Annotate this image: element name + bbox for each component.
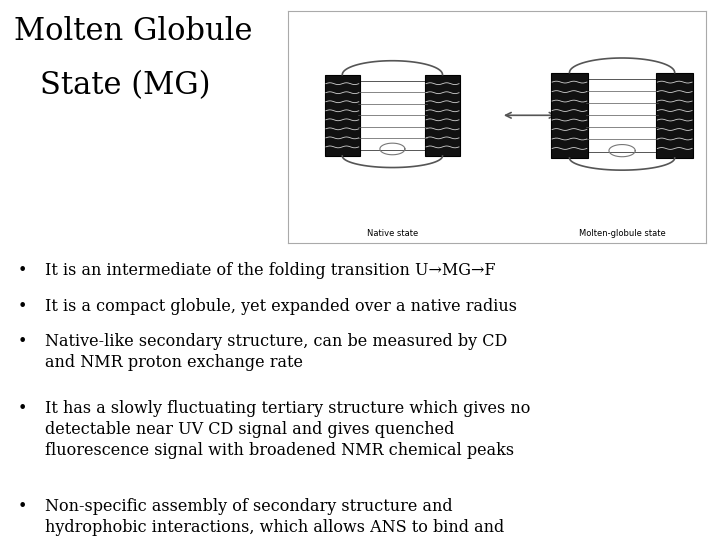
Text: Molten-globule state: Molten-globule state — [579, 229, 665, 238]
Text: Native-like secondary structure, can be measured by CD
and NMR proton exchange r: Native-like secondary structure, can be … — [45, 333, 507, 371]
Text: •: • — [18, 298, 27, 314]
Bar — [551, 72, 588, 158]
Text: State (MG): State (MG) — [40, 70, 210, 101]
Text: •: • — [18, 400, 27, 417]
Bar — [357, 81, 428, 150]
Text: •: • — [18, 333, 27, 350]
Text: Non-specific assembly of secondary structure and
hydrophobic interactions, which: Non-specific assembly of secondary struc… — [45, 498, 504, 540]
Text: Native state: Native state — [366, 229, 418, 238]
Text: •: • — [18, 262, 27, 279]
Text: •: • — [18, 498, 27, 515]
Bar — [656, 72, 693, 158]
Text: It is a compact globule, yet expanded over a native radius: It is a compact globule, yet expanded ov… — [45, 298, 517, 314]
Text: Molten Globule: Molten Globule — [14, 16, 253, 47]
Bar — [325, 75, 360, 156]
Bar — [425, 75, 460, 156]
Text: It is an intermediate of the folding transition U→MG→F: It is an intermediate of the folding tra… — [45, 262, 495, 279]
Text: It has a slowly fluctuating tertiary structure which gives no
detectable near UV: It has a slowly fluctuating tertiary str… — [45, 400, 530, 459]
Bar — [585, 79, 659, 152]
